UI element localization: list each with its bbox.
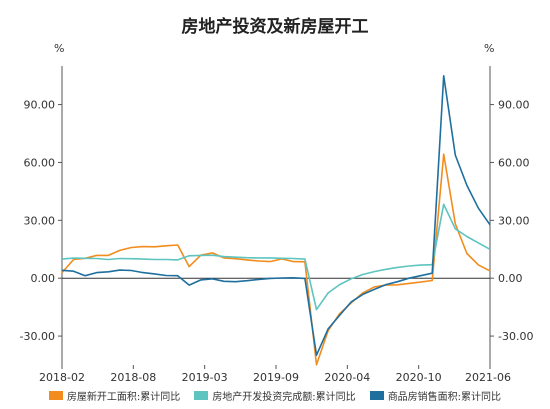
x-tick-label: 2020-04: [324, 371, 370, 384]
x-tick-label: 2018-08: [110, 371, 156, 384]
x-tick-label: 2019-03: [182, 371, 228, 384]
chart-legend: 房屋新开工面积:累计同比 房地产开发投资完成额:累计同比 商品房销售面积:累计同比: [0, 388, 550, 403]
right-y-tick-label: 0.00: [498, 272, 523, 285]
x-tick-label: 2018-02: [39, 371, 85, 384]
series-line-2: [61, 203, 491, 311]
legend-label: 房屋新开工面积:累计同比: [66, 392, 181, 403]
series-line-3: [61, 75, 491, 356]
left-y-tick-label: 0.00: [31, 272, 56, 285]
x-tick-label: 2020-10: [396, 371, 442, 384]
right-y-unit: %: [484, 42, 495, 55]
legend-label: 商品房销售面积:累计同比: [387, 392, 502, 403]
left-y-tick-label: 60.00: [24, 156, 56, 169]
legend-item-2: 房地产开发投资完成额:累计同比: [194, 388, 356, 403]
legend-label: 房地产开发投资完成额:累计同比: [212, 392, 356, 403]
left-y-tick-label: -30.00: [20, 330, 55, 343]
right-y-tick-label: 90.00: [498, 99, 530, 112]
x-tick-label: 2021-06: [465, 371, 511, 384]
left-y-tick-label: 90.00: [24, 99, 56, 112]
legend-swatch: [48, 391, 63, 400]
left-y-tick-label: 30.00: [24, 214, 56, 227]
legend-swatch: [194, 391, 209, 400]
legend-item-1: 房屋新开工面积:累计同比: [48, 388, 181, 403]
right-y-tick-label: 30.00: [498, 214, 530, 227]
right-y-tick-label: 60.00: [498, 156, 530, 169]
x-tick-label: 2019-09: [253, 371, 299, 384]
legend-swatch: [369, 391, 384, 400]
chart-title: 房地产投资及新房屋开工: [181, 17, 369, 37]
legend-item-3: 商品房销售面积:累计同比: [369, 388, 502, 403]
right-y-tick-label: -30.00: [498, 330, 533, 343]
left-y-unit: %: [54, 42, 65, 55]
series-line-1: [61, 153, 491, 366]
